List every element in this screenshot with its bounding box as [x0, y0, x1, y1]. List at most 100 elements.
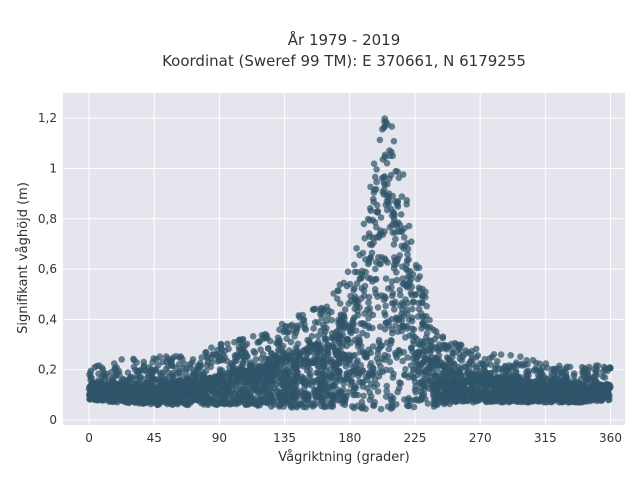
- data-point: [392, 235, 399, 243]
- data-point: [454, 342, 462, 350]
- data-point: [306, 373, 313, 380]
- data-point: [97, 389, 105, 396]
- data-point: [389, 292, 396, 300]
- data-point: [135, 385, 143, 393]
- data-point: [496, 380, 503, 387]
- data-point: [385, 318, 392, 325]
- data-point: [390, 300, 398, 308]
- data-point: [556, 379, 563, 387]
- data-point: [225, 345, 232, 353]
- data-point: [91, 364, 98, 371]
- data-point: [343, 375, 350, 382]
- data-point: [374, 388, 382, 395]
- x-tick-label: 225: [404, 431, 427, 445]
- data-point: [402, 296, 409, 303]
- data-point: [405, 222, 413, 230]
- data-point: [404, 251, 411, 258]
- data-point: [365, 230, 373, 237]
- data-point: [309, 403, 317, 410]
- data-point: [552, 375, 560, 382]
- data-point: [495, 365, 503, 372]
- data-point: [439, 333, 447, 341]
- data-point: [353, 280, 361, 287]
- data-point: [249, 333, 257, 340]
- data-point: [347, 361, 354, 368]
- data-point: [358, 404, 365, 412]
- data-point: [352, 327, 360, 335]
- data-point: [421, 319, 428, 327]
- data-point: [122, 384, 129, 392]
- data-point: [198, 354, 205, 361]
- data-point: [171, 391, 178, 399]
- data-point: [218, 370, 226, 378]
- data-point: [403, 257, 411, 264]
- data-point: [507, 352, 514, 359]
- data-point: [428, 353, 435, 361]
- y-tick-label: 0,4: [38, 312, 57, 326]
- data-point: [410, 403, 418, 411]
- data-point: [390, 306, 398, 313]
- data-point: [371, 218, 379, 226]
- data-point: [410, 340, 418, 348]
- data-point: [231, 352, 239, 359]
- data-point: [219, 390, 226, 398]
- data-point: [346, 323, 354, 330]
- data-point: [392, 349, 399, 357]
- data-point: [328, 371, 335, 379]
- data-point: [430, 400, 438, 407]
- data-point: [283, 335, 291, 343]
- y-tick-label: 1,2: [38, 111, 57, 125]
- data-point: [566, 363, 574, 371]
- data-point: [320, 401, 328, 409]
- data-point: [380, 191, 388, 198]
- x-tick-label: 180: [338, 431, 361, 445]
- chart-title-line1: År 1979 - 2019: [288, 30, 401, 49]
- data-point: [275, 346, 282, 354]
- data-point: [374, 209, 381, 216]
- data-point: [441, 363, 449, 371]
- data-point: [416, 273, 424, 280]
- data-point: [258, 387, 266, 395]
- data-point: [231, 399, 239, 407]
- data-point: [276, 326, 283, 334]
- data-point: [289, 327, 297, 335]
- data-point: [456, 355, 464, 362]
- data-point: [112, 392, 120, 399]
- data-point: [442, 389, 450, 396]
- data-point: [163, 398, 171, 405]
- data-point: [537, 383, 545, 391]
- data-point: [375, 336, 383, 344]
- data-point: [204, 358, 212, 366]
- data-point: [217, 341, 225, 348]
- data-point: [162, 366, 170, 373]
- data-point: [181, 384, 189, 392]
- data-point: [371, 173, 379, 181]
- data-point: [370, 160, 378, 167]
- data-point: [505, 376, 512, 384]
- data-point: [398, 228, 406, 235]
- data-point: [506, 392, 514, 399]
- data-point: [399, 323, 406, 331]
- data-point: [386, 358, 394, 366]
- data-point: [468, 371, 475, 378]
- data-point: [517, 388, 525, 395]
- data-point: [444, 382, 451, 390]
- data-point: [421, 338, 428, 345]
- data-point: [403, 240, 411, 247]
- data-point: [110, 360, 118, 367]
- x-tick-label: 360: [599, 431, 622, 445]
- data-point: [292, 344, 300, 352]
- y-tick-label: 0: [49, 413, 57, 427]
- data-point: [606, 364, 614, 371]
- data-point: [601, 374, 609, 381]
- data-points: [85, 115, 614, 413]
- data-point: [154, 401, 162, 408]
- data-point: [305, 360, 313, 368]
- data-point: [446, 400, 454, 408]
- data-point: [257, 346, 264, 354]
- data-point: [526, 394, 534, 401]
- data-point: [188, 359, 196, 367]
- data-point: [147, 367, 154, 375]
- data-point: [329, 382, 336, 390]
- data-point: [401, 234, 408, 241]
